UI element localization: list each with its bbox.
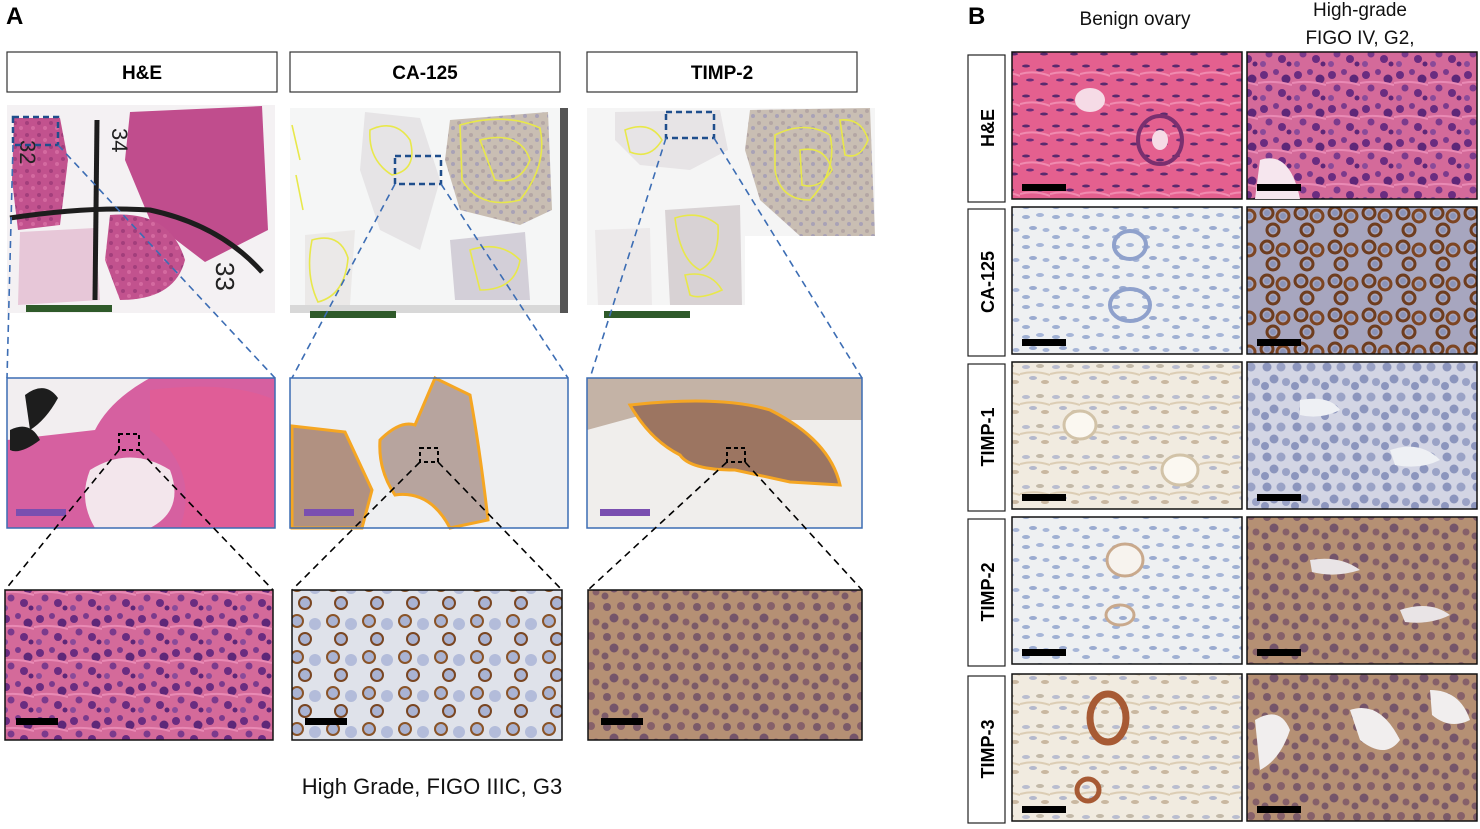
scale-bar-ca125-overview <box>310 311 396 318</box>
svg-text:TIMP-3: TIMP-3 <box>978 719 998 778</box>
roi-box-ca125 <box>393 154 443 186</box>
scale-bar-timp2-overview <box>604 311 690 318</box>
scale-bar-ca125-zoom <box>305 718 347 725</box>
column-label-figo: FIGO IV, G2, <box>1305 28 1414 49</box>
zoom-lines-black <box>4 449 863 591</box>
zoom-he <box>4 589 274 741</box>
slide-number-33: 33 <box>210 262 240 291</box>
benign-timp2 <box>1011 516 1243 665</box>
panel-b-letter: B <box>968 3 985 30</box>
svg-text:H&E: H&E <box>978 109 998 147</box>
overview-ca125 <box>290 108 568 318</box>
highgrade-timp3 <box>1246 673 1478 822</box>
row-label-timp2: TIMP-2 <box>967 518 1006 667</box>
scale-bar-timp2-zoom <box>601 718 643 725</box>
panel-a-caption: High Grade, FIGO IIIC, G3 <box>302 774 562 799</box>
svg-text:CA-125: CA-125 <box>978 251 998 313</box>
highgrade-timp2 <box>1246 516 1478 665</box>
overview-he: 32 34 33 <box>7 105 275 313</box>
scale-bar-he-mid <box>16 509 66 516</box>
slide-number-32: 32 <box>15 140 40 164</box>
mid-timp2 <box>586 377 863 529</box>
column-label-benign: Benign ovary <box>1080 9 1191 30</box>
roi-box-ca125-mid <box>419 447 439 463</box>
zoom-timp2 <box>587 589 863 741</box>
zoom-ca125 <box>291 589 563 741</box>
panel-a-letter: A <box>6 3 23 30</box>
roi-box-timp2-mid <box>726 447 746 463</box>
slide-number-34: 34 <box>107 128 132 152</box>
svg-text:TIMP-2: TIMP-2 <box>978 562 998 621</box>
highgrade-he <box>1246 51 1478 200</box>
stain-header-ca125-label: CA-125 <box>392 63 458 84</box>
stain-header-ca125: CA-125 <box>289 51 561 93</box>
benign-timp1 <box>1011 361 1243 510</box>
scale-bar-timp2-mid <box>600 509 650 516</box>
highgrade-timp1 <box>1246 361 1478 510</box>
highgrade-ca125 <box>1246 206 1478 355</box>
scale-bar-he-zoom <box>16 718 58 725</box>
row-label-ca125: CA-125 <box>967 208 1006 357</box>
stain-header-timp2-label: TIMP-2 <box>691 63 753 84</box>
zoom-lines-blue <box>6 137 863 379</box>
scale-bar-ca125-mid <box>304 509 354 516</box>
column-label-high-grade: High-grade <box>1313 0 1407 21</box>
svg-text:TIMP-1: TIMP-1 <box>978 407 998 466</box>
panel-b: B Benign ovary High-grade FIGO IV, G2, H… <box>967 0 1478 824</box>
row-label-he: H&E <box>967 54 1006 203</box>
mid-ca125 <box>289 375 569 530</box>
panel-a: A H&E CA-125 TIMP-2 32 34 33 <box>4 3 875 799</box>
scale-bar-he-overview <box>26 305 112 312</box>
roi-box-he <box>11 115 60 147</box>
benign-ca125 <box>1011 206 1243 355</box>
mid-he <box>6 377 276 529</box>
stain-header-timp2: TIMP-2 <box>586 51 858 93</box>
roi-box-timp2 <box>664 110 716 140</box>
row-label-timp3: TIMP-3 <box>967 675 1006 824</box>
roi-box-he-mid <box>118 433 140 451</box>
row-label-timp1: TIMP-1 <box>967 363 1006 512</box>
stain-header-he-label: H&E <box>122 63 162 84</box>
benign-he <box>1011 51 1243 200</box>
overview-timp2 <box>587 108 875 318</box>
benign-timp3 <box>1011 673 1243 822</box>
stain-header-he: H&E <box>6 51 278 93</box>
